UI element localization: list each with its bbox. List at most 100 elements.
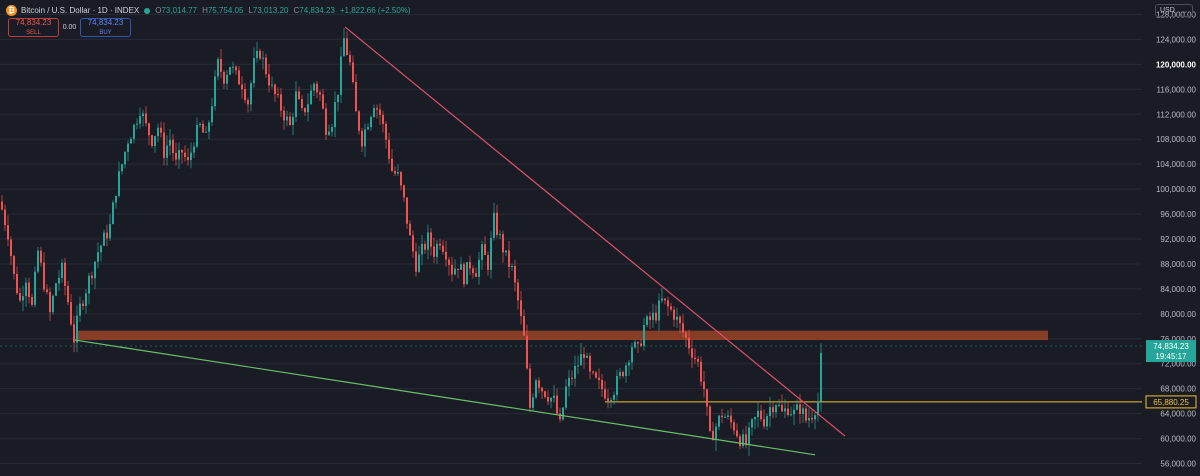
price-axis[interactable]: 56,000.00 60,000.00 64,000.00 68,000.00 72,0… [1145,10,1197,469]
high-label: H [202,6,208,15]
candle-body [277,94,279,96]
candle-body [220,59,222,72]
candle-body [199,123,201,126]
candle-body [712,430,714,441]
price-tick-label: 92,000.00 [1160,235,1196,244]
candle-body [475,273,477,277]
candle-body [292,116,294,125]
candle-body [652,312,654,320]
candle-body [118,171,120,196]
candle-body [751,419,753,428]
candle-body [481,244,483,260]
price-tick-label: 88,000.00 [1160,260,1196,269]
candle-body [148,123,150,136]
candle-body [286,116,288,121]
market-status-icon [144,7,151,14]
candle-body [259,50,261,59]
candle-body [298,91,300,100]
candle-body [73,324,75,343]
candle-body [247,100,249,105]
candle-body [517,282,519,301]
candle-body [802,408,804,414]
candle-body [214,76,216,107]
candle-body [736,430,738,437]
candle-body [772,407,774,413]
buy-button[interactable]: 74,834.23 BUY [80,18,131,37]
candle-body [331,127,333,132]
candle-body [328,131,330,135]
candle-body [142,113,144,116]
candle-body [226,74,228,84]
candle-body [799,404,801,414]
symbol-title[interactable]: Bitcoin / U.S. Dollar · 1D · INDEX [21,6,140,15]
candle-body [742,434,744,447]
candle-body [70,302,72,325]
high-value: 75,754.05 [207,6,244,15]
candle-body [19,293,21,301]
candle-body [250,83,252,105]
candle-body [691,348,693,358]
candle-body [1,201,3,210]
candle-body [616,375,618,395]
candle-body [667,300,669,307]
candle-body [487,255,489,270]
candle-body [379,109,381,115]
candle-body [472,268,474,274]
candle-body [490,237,492,270]
candle-body [409,223,411,236]
price-tick-label: 56,000.00 [1160,460,1196,469]
candle-body [442,245,444,252]
candle-body [112,202,114,224]
candle-body [64,262,66,286]
candle-body [181,149,183,153]
candle-body [232,66,234,68]
resistance-zone-layer [76,330,1048,341]
resistance-trendline [344,26,846,437]
candle-body [493,212,495,238]
candle-body [556,395,558,414]
candle-body [352,62,354,83]
price-tick-label: 76,000.00 [1160,335,1196,344]
open-label: O [155,6,162,15]
candle-body [241,84,243,90]
candle-body [388,139,390,159]
price-tick-label: 64,000.00 [1160,410,1196,419]
candle-body [22,296,24,301]
candle-body [760,410,762,420]
candle-body [505,250,507,253]
candle-body [256,50,258,59]
candle-body [511,265,513,267]
price-tick-label: 100,000.00 [1156,185,1197,194]
close-label: C [293,6,300,15]
candle-body [364,129,366,147]
candle-body [325,108,327,135]
candle-body [310,90,312,105]
candle-body [721,415,723,418]
candle-body [136,123,138,125]
candle-body [37,250,39,272]
candle-body [343,38,345,57]
candle-body [271,84,273,86]
currency-selector[interactable]: USD ⌄ [1155,4,1193,17]
candle-body [778,404,780,406]
support-trendline [74,339,816,456]
candle-body [103,232,105,246]
candle-body [10,239,12,257]
price-tick-label: 96,000.00 [1160,210,1196,219]
candle-body [766,416,768,427]
candle-body [223,71,225,84]
sell-button[interactable]: 74,834.23 SELL [8,18,59,37]
candle-body [709,406,711,431]
candle-body [631,347,633,363]
candle-body [334,102,336,128]
candle-body [763,419,765,427]
candle-body [544,391,546,398]
candle-body [670,306,672,310]
candle-body [685,332,687,338]
price-tick-label: 128,000.00 [1156,10,1197,19]
candle-body [34,271,36,305]
candle-body [793,409,795,415]
candle-body [154,136,156,146]
candle-body [787,408,789,416]
